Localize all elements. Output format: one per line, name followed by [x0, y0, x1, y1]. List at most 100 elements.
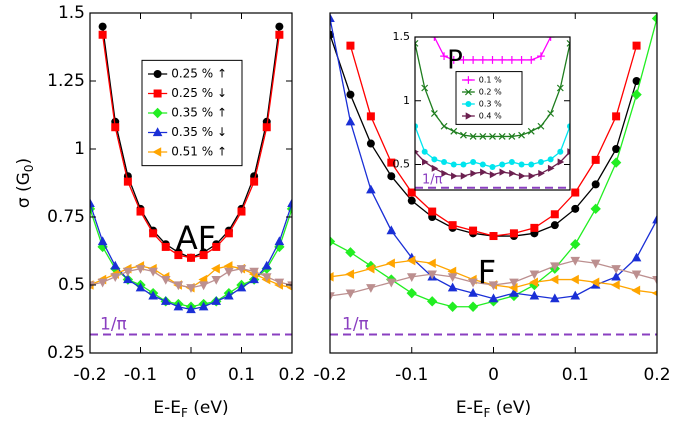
marker — [557, 148, 564, 155]
marker — [199, 251, 208, 260]
marker — [550, 262, 560, 272]
x-label-tail: (eV) — [188, 398, 229, 418]
marker — [537, 158, 544, 165]
marker — [449, 56, 458, 64]
marker — [567, 123, 570, 130]
marker — [570, 256, 581, 266]
marker — [480, 168, 487, 176]
marker — [274, 236, 285, 246]
marker — [538, 169, 545, 178]
x-tick-label: 0 — [488, 365, 499, 385]
marker — [211, 296, 222, 305]
marker — [262, 123, 271, 132]
x-tick-label: -0.2 — [313, 365, 346, 385]
marker — [110, 260, 121, 270]
marker — [224, 229, 233, 238]
marker — [518, 161, 525, 168]
marker — [527, 127, 535, 135]
marker — [631, 270, 642, 280]
marker — [549, 274, 559, 285]
marker — [90, 198, 95, 207]
y-tick-label: 0.5 — [58, 275, 85, 295]
marker — [556, 84, 564, 92]
marker — [187, 253, 195, 262]
marker — [274, 278, 285, 288]
marker — [406, 255, 416, 266]
marker — [428, 207, 437, 216]
plot-frame — [414, 36, 571, 191]
marker — [330, 272, 334, 282]
marker — [537, 52, 545, 61]
marker — [440, 52, 448, 61]
marker — [547, 164, 555, 172]
marker — [287, 281, 292, 291]
marker — [431, 164, 439, 172]
marker — [460, 131, 467, 139]
marker — [450, 161, 457, 168]
marker — [430, 110, 438, 117]
marker — [547, 156, 554, 163]
marker — [470, 158, 477, 165]
marker — [426, 296, 438, 307]
marker — [431, 156, 438, 163]
marker — [499, 161, 506, 168]
marker — [631, 285, 641, 296]
marker — [415, 149, 419, 154]
marker — [366, 284, 376, 293]
marker — [570, 239, 581, 250]
marker — [566, 39, 570, 47]
marker — [509, 287, 519, 297]
marker — [518, 131, 525, 139]
x-label-tail: (eV) — [490, 398, 531, 418]
marker — [528, 172, 536, 180]
marker — [186, 284, 196, 293]
marker — [152, 107, 163, 119]
marker — [611, 271, 621, 281]
marker — [550, 221, 559, 230]
x-tick-label: 0 — [186, 365, 197, 385]
marker — [387, 172, 396, 181]
marker — [467, 301, 479, 312]
marker — [447, 282, 458, 292]
marker — [387, 158, 396, 167]
marker — [441, 158, 448, 165]
marker — [407, 188, 416, 197]
marker — [632, 41, 641, 50]
marker — [123, 267, 133, 277]
marker — [489, 133, 496, 140]
marker — [186, 304, 196, 314]
y-tick-label: 1 — [74, 139, 85, 159]
y-tick-label: 0.25 — [47, 343, 85, 363]
marker — [611, 265, 621, 274]
marker — [530, 223, 539, 232]
legend-label: 0.4 % — [479, 112, 502, 121]
marker — [97, 278, 108, 288]
marker — [528, 161, 535, 168]
legend-label: 0.51 % ↑ — [171, 145, 227, 159]
x-label-sub: F — [181, 406, 188, 420]
x-tick-label: 0.1 — [562, 365, 589, 385]
marker — [468, 287, 478, 297]
marker — [529, 270, 540, 280]
marker — [236, 282, 247, 292]
y-tick-label: 1.5 — [58, 3, 85, 23]
marker — [570, 290, 581, 300]
marker — [488, 293, 499, 303]
plot — [90, 22, 292, 336]
marker — [478, 56, 487, 64]
marker — [149, 229, 158, 238]
marker — [330, 236, 336, 247]
marker — [123, 274, 133, 284]
marker — [406, 273, 417, 283]
marker — [90, 281, 95, 291]
marker — [550, 210, 559, 219]
marker — [135, 282, 146, 292]
marker — [489, 232, 498, 241]
marker — [498, 133, 506, 140]
x-tick-label: -0.2 — [73, 365, 106, 385]
marker — [407, 196, 416, 205]
marker — [275, 22, 284, 31]
y-label-sub: 0 — [22, 165, 36, 173]
marker — [135, 265, 146, 274]
x-tick-label: 0.2 — [278, 365, 305, 385]
